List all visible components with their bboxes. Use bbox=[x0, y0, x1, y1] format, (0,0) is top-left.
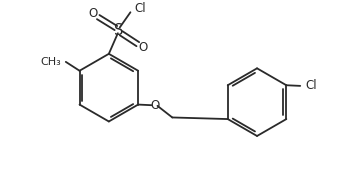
Text: Cl: Cl bbox=[306, 79, 317, 92]
Text: CH₃: CH₃ bbox=[40, 57, 61, 67]
Text: O: O bbox=[150, 99, 159, 112]
Text: O: O bbox=[139, 41, 148, 54]
Text: S: S bbox=[114, 23, 123, 38]
Text: O: O bbox=[89, 7, 98, 20]
Text: Cl: Cl bbox=[134, 2, 145, 15]
